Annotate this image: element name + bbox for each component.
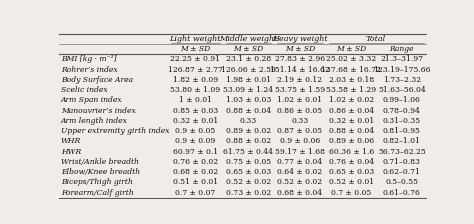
Text: WHR: WHR: [61, 137, 81, 145]
Text: 0.33: 0.33: [240, 117, 257, 125]
Text: Light weight: Light weight: [169, 35, 221, 43]
Text: BMI [kg · m⁻²]: BMI [kg · m⁻²]: [61, 55, 116, 63]
Text: 123.19–175.66: 123.19–175.66: [373, 66, 430, 74]
Text: 1.03 ± 0.03: 1.03 ± 0.03: [226, 96, 271, 104]
Text: Body Surface Area: Body Surface Area: [61, 76, 133, 84]
Text: 0.31–0.35: 0.31–0.35: [383, 117, 421, 125]
Text: 0.89 ± 0.06: 0.89 ± 0.06: [329, 137, 374, 145]
Text: 0.52 ± 0.02: 0.52 ± 0.02: [277, 178, 322, 186]
Text: 25.02 ± 3.32: 25.02 ± 3.32: [326, 55, 376, 63]
Text: M ± SD: M ± SD: [285, 45, 315, 53]
Text: M ± SD: M ± SD: [233, 45, 264, 53]
Text: 27.83 ± 2.96: 27.83 ± 2.96: [275, 55, 325, 63]
Text: 53.58 ± 1.29: 53.58 ± 1.29: [326, 86, 376, 94]
Text: 53.75 ± 1.59: 53.75 ± 1.59: [275, 86, 325, 94]
Text: 0.99–1.06: 0.99–1.06: [383, 96, 421, 104]
Text: Total: Total: [366, 35, 386, 43]
Text: 0.32 ± 0.01: 0.32 ± 0.01: [328, 117, 374, 125]
Text: Middle weight: Middle weight: [219, 35, 278, 43]
Text: 1.73–2.32: 1.73–2.32: [383, 76, 421, 84]
Text: 0.65 ± 0.03: 0.65 ± 0.03: [226, 168, 271, 176]
Text: 0.9 ± 0.05: 0.9 ± 0.05: [175, 127, 215, 135]
Text: 23.1 ± 0.28: 23.1 ± 0.28: [226, 55, 271, 63]
Text: 0.32 ± 0.01: 0.32 ± 0.01: [173, 117, 218, 125]
Text: 0.71–0.83: 0.71–0.83: [383, 158, 421, 166]
Text: 0.68 ± 0.02: 0.68 ± 0.02: [173, 168, 218, 176]
Text: 0.65 ± 0.03: 0.65 ± 0.03: [328, 168, 374, 176]
Text: 1.02 ± 0.01: 1.02 ± 0.01: [277, 96, 322, 104]
Text: 0.68 ± 0.04: 0.68 ± 0.04: [277, 189, 322, 196]
Text: HWR: HWR: [61, 148, 81, 155]
Text: 1.82 ± 0.09: 1.82 ± 0.09: [173, 76, 218, 84]
Text: 126.06 ± 2.59: 126.06 ± 2.59: [221, 66, 276, 74]
Text: Heavy weight: Heavy weight: [272, 35, 328, 43]
Text: 0.88 ± 0.04: 0.88 ± 0.04: [226, 107, 271, 115]
Text: 0.7 ± 0.07: 0.7 ± 0.07: [175, 189, 215, 196]
Text: 0.9 ± 0.09: 0.9 ± 0.09: [175, 137, 215, 145]
Text: 1 ± 0.01: 1 ± 0.01: [179, 96, 212, 104]
Text: 0.5–0.55: 0.5–0.55: [385, 178, 418, 186]
Text: 21.3–31.97: 21.3–31.97: [380, 55, 423, 63]
Text: Biceps/Thigh girth: Biceps/Thigh girth: [61, 178, 133, 186]
Text: 0.78–0.94: 0.78–0.94: [383, 107, 421, 115]
Text: 1.02 ± 0.02: 1.02 ± 0.02: [329, 96, 374, 104]
Text: 0.76 ± 0.04: 0.76 ± 0.04: [329, 158, 374, 166]
Text: 61.75 ± 0.44: 61.75 ± 0.44: [223, 148, 273, 155]
Text: 53.09 ± 1.24: 53.09 ± 1.24: [223, 86, 273, 94]
Text: Arm Span index: Arm Span index: [61, 96, 122, 104]
Text: 0.61–0.76: 0.61–0.76: [383, 189, 421, 196]
Text: 60.97 ± 0.1: 60.97 ± 0.1: [173, 148, 218, 155]
Text: M ± SD: M ± SD: [336, 45, 366, 53]
Text: 2.03 ± 0.18: 2.03 ± 0.18: [328, 76, 374, 84]
Text: 0.52 ± 0.02: 0.52 ± 0.02: [226, 178, 271, 186]
Text: 22.25 ± 0.91: 22.25 ± 0.91: [170, 55, 220, 63]
Text: Wrist/Ankle breadth: Wrist/Ankle breadth: [61, 158, 139, 166]
Text: Arm length index: Arm length index: [61, 117, 128, 125]
Text: 0.81–0.95: 0.81–0.95: [383, 127, 421, 135]
Text: 0.51 ± 0.01: 0.51 ± 0.01: [173, 178, 218, 186]
Text: 59.17 ± 1.68: 59.17 ± 1.68: [275, 148, 325, 155]
Text: 0.85 ± 0.03: 0.85 ± 0.03: [173, 107, 218, 115]
Text: Scelic index: Scelic index: [61, 86, 107, 94]
Text: 0.7 ± 0.05: 0.7 ± 0.05: [331, 189, 372, 196]
Text: 0.88 ± 0.04: 0.88 ± 0.04: [329, 127, 374, 135]
Text: 0.73 ± 0.02: 0.73 ± 0.02: [226, 189, 271, 196]
Text: 60.36 ± 1.6: 60.36 ± 1.6: [328, 148, 374, 155]
Text: 0.89 ± 0.02: 0.89 ± 0.02: [226, 127, 271, 135]
Text: Rohrer’s index: Rohrer’s index: [61, 66, 118, 74]
Text: 0.64 ± 0.02: 0.64 ± 0.02: [277, 168, 322, 176]
Text: 137.68 ± 16.72: 137.68 ± 16.72: [321, 66, 381, 74]
Text: Elbow/Knee breadth: Elbow/Knee breadth: [61, 168, 140, 176]
Text: 0.33: 0.33: [291, 117, 309, 125]
Text: 0.86 ± 0.05: 0.86 ± 0.05: [277, 107, 322, 115]
Text: 0.77 ± 0.04: 0.77 ± 0.04: [277, 158, 322, 166]
Text: 126.87 ± 2.77: 126.87 ± 2.77: [168, 66, 223, 74]
Text: 0.88 ± 0.02: 0.88 ± 0.02: [226, 137, 271, 145]
Text: 0.82–1.01: 0.82–1.01: [383, 137, 421, 145]
Text: M ± SD: M ± SD: [180, 45, 210, 53]
Text: 0.62–0.71: 0.62–0.71: [383, 168, 421, 176]
Text: Manouvrier’s index: Manouvrier’s index: [61, 107, 136, 115]
Text: 0.75 ± 0.05: 0.75 ± 0.05: [226, 158, 271, 166]
Text: Upper extremity girth index: Upper extremity girth index: [61, 127, 169, 135]
Text: 2.19 ± 0.12: 2.19 ± 0.12: [277, 76, 322, 84]
Text: Forearm/Calf girth: Forearm/Calf girth: [61, 189, 134, 196]
Text: 0.86 ± 0.04: 0.86 ± 0.04: [329, 107, 374, 115]
Text: 0.76 ± 0.02: 0.76 ± 0.02: [173, 158, 218, 166]
Text: 53.80 ± 1.09: 53.80 ± 1.09: [170, 86, 220, 94]
Text: 0.52 ± 0.01: 0.52 ± 0.01: [329, 178, 374, 186]
Text: 51.63–56.04: 51.63–56.04: [378, 86, 426, 94]
Text: 0.87 ± 0.05: 0.87 ± 0.05: [277, 127, 322, 135]
Text: Range: Range: [390, 45, 414, 53]
Text: 151.14 ± 16.62: 151.14 ± 16.62: [270, 66, 330, 74]
Text: 0.9 ± 0.06: 0.9 ± 0.06: [280, 137, 320, 145]
Text: 1.98 ± 0.01: 1.98 ± 0.01: [226, 76, 271, 84]
Text: 56.73–62.25: 56.73–62.25: [378, 148, 426, 155]
